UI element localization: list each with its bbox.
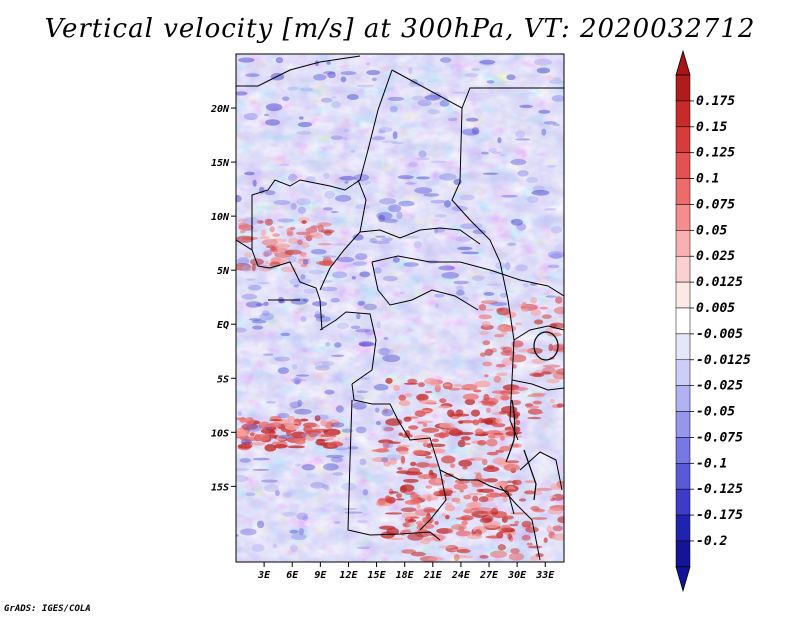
- colorbar-swatch: [675, 126, 691, 153]
- colorbar-swatch: [675, 385, 691, 412]
- colorbar-label: 0.15: [696, 120, 727, 135]
- colorbar-swatch: [675, 514, 691, 542]
- colorbar-label: -0.1: [696, 456, 727, 471]
- colorbar-label: 0.05: [696, 223, 727, 238]
- colorbar-swatch: [675, 230, 691, 257]
- lat-tick-label: 10S: [211, 428, 229, 439]
- colorbar-label: 0.005: [696, 301, 735, 316]
- colorbar-label: -0.2: [696, 534, 727, 549]
- colorbar-swatch: [675, 333, 691, 361]
- colorbar-label: -0.175: [696, 508, 743, 523]
- lat-tick-label: 20N: [210, 104, 230, 115]
- colorbar-swatch: [675, 488, 691, 516]
- colorbar-swatch: [675, 540, 691, 568]
- colorbar-label: 0.075: [696, 197, 735, 212]
- map-frame: [235, 53, 565, 563]
- lon-tick-label: 33E: [535, 570, 555, 581]
- lon-tick-label: 15E: [368, 570, 387, 581]
- colorbar-low-triangle: [675, 566, 691, 593]
- colorbar-label: 0.125: [696, 146, 735, 161]
- lat-tick-label: 15S: [211, 482, 229, 493]
- lon-tick-label: 30E: [507, 570, 527, 581]
- lon-tick-label: 12E: [339, 570, 358, 581]
- lon-tick-label: 6E: [286, 570, 299, 581]
- colorbar-swatch: [675, 178, 691, 205]
- lat-tick-label: 15N: [211, 158, 230, 169]
- lon-tick-label: 9E: [314, 570, 327, 581]
- colorbar-swatch: [675, 411, 691, 438]
- colorbar-label: 0.1: [696, 172, 719, 187]
- colorbar-label: 0.025: [696, 249, 735, 264]
- colorbar-swatch: [675, 100, 691, 128]
- colorbar-label: -0.025: [696, 379, 743, 394]
- colorbar-label: -0.0125: [696, 353, 751, 368]
- colorbar-swatch: [675, 307, 691, 335]
- lat-tick-label: 5S: [217, 374, 229, 385]
- colorbar-label: -0.05: [696, 405, 735, 420]
- colorbar-swatch: [675, 463, 691, 490]
- colorbar-label: 0.0125: [696, 275, 743, 290]
- colorbar-label: -0.075: [696, 430, 743, 445]
- lat-tick-label: 10N: [211, 212, 230, 223]
- colorbar-swatch: [675, 74, 691, 102]
- lon-tick-label: 21E: [423, 570, 443, 581]
- colorbar-label: -0.125: [696, 482, 743, 497]
- longitude-axis: 3E 6E 9E 12E 15E 18E 21E 24E 27E 30E 33E: [257, 562, 555, 581]
- colorbar-swatch: [675, 359, 691, 386]
- lon-tick-label: 3E: [257, 570, 271, 581]
- lat-tick-label: 5N: [217, 266, 230, 277]
- colorbar-high-triangle: [675, 49, 691, 76]
- lat-tick-label: EQ: [217, 320, 229, 331]
- country-borders: [236, 55, 564, 561]
- grads-credit: GrADS: IGES/COLA: [4, 604, 91, 614]
- chart-title: Vertical velocity [m/s] at 300hPa, VT: 2…: [44, 14, 756, 44]
- lon-tick-label: 18E: [396, 570, 415, 581]
- colorbar-swatch: [675, 204, 691, 231]
- colorbar-label: 0.175: [696, 94, 735, 109]
- colorbar-swatch: [675, 437, 691, 464]
- colorbar-label: -0.005: [696, 327, 743, 342]
- latitude-axis: 20N 15N 10N 5N EQ 5S 10S 15S: [210, 104, 236, 493]
- lon-tick-label: 27E: [479, 570, 499, 581]
- colorbar: 0.175 0.15 0.125 0.1 0.075 0.05 0.025 0.0125 0.0…: [675, 49, 751, 593]
- vertical-velocity-field: [236, 54, 564, 562]
- colorbar-swatch: [675, 255, 691, 283]
- lakes: [505, 331, 559, 501]
- lon-tick-label: 24E: [451, 570, 471, 581]
- colorbar-swatch: [675, 152, 691, 179]
- colorbar-swatch: [675, 281, 691, 309]
